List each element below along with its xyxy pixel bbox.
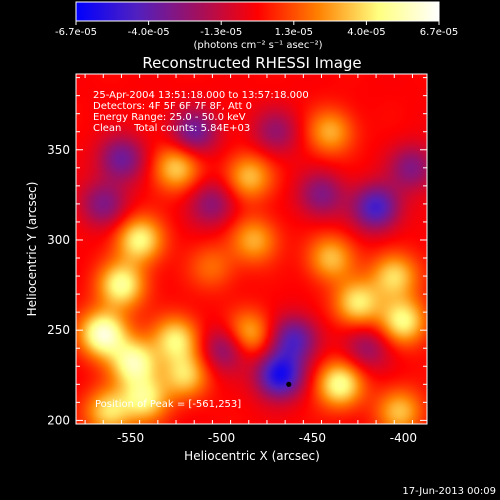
- x-tick-label: -400: [390, 431, 417, 445]
- y-tick-label: 300: [47, 233, 70, 247]
- axis-tick-marks: [76, 74, 427, 424]
- colorbar-gradient: [75, 1, 440, 22]
- chart-title: Reconstructed RHESSI Image: [142, 54, 361, 72]
- info-line-detectors: Detectors: 4F 5F 6F 7F 8F, Att 0: [93, 101, 252, 112]
- y-tick-label: 200: [47, 413, 70, 427]
- colorbar-tick-label: -4.0e-05: [128, 27, 170, 38]
- heatmap-image: [76, 74, 427, 424]
- info-line-time: 25-Apr-2004 13:51:18.000 to 13:57:18.000: [93, 90, 309, 101]
- colorbar: -6.7e-05 -4.0e-05 -1.3e-05 1.3e-05 4.0e-…: [55, 1, 458, 51]
- heatmap-plot-area: [76, 74, 427, 424]
- colorbar-tick-label: 1.3e-05: [275, 27, 313, 38]
- peak-position-label: Position of Peak = [-561,253]: [95, 399, 241, 410]
- x-tick-label: -550: [117, 431, 144, 445]
- peak-marker: [286, 381, 292, 387]
- observation-info: 25-Apr-2004 13:51:18.000 to 13:57:18.000…: [93, 90, 309, 134]
- colorbar-tick-label: -1.3e-05: [200, 27, 242, 38]
- colorbar-tick-label: 4.0e-05: [347, 27, 385, 38]
- x-axis-label: Heliocentric X (arcsec): [184, 449, 320, 463]
- colorbar-units: (photons cm⁻² s⁻¹ asec⁻²): [193, 40, 322, 51]
- x-tick-label: -500: [208, 431, 235, 445]
- y-tick-label: 350: [47, 143, 70, 157]
- info-line-energy: Energy Range: 25.0 - 50.0 keV: [93, 112, 246, 123]
- colorbar-tick-label: -6.7e-05: [55, 27, 97, 38]
- plot-frame: [75, 73, 428, 425]
- y-tick-label: 250: [47, 323, 70, 337]
- colorbar-tick-marks: [75, 21, 440, 25]
- colorbar-tick-label: 6.7e-05: [420, 27, 458, 38]
- x-tick-label: -450: [299, 431, 326, 445]
- info-line-clean: Clean Total counts: 5.84E+03: [93, 123, 250, 134]
- y-axis-label: Heliocentric Y (arcsec): [25, 182, 39, 317]
- generation-timestamp: 17-Jun-2013 00:09: [402, 486, 496, 497]
